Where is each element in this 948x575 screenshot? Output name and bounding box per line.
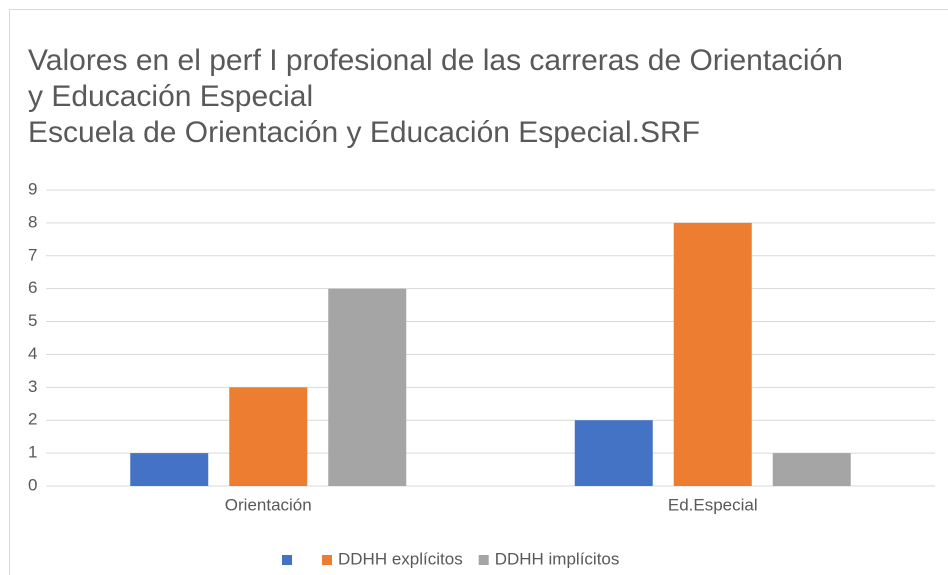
bar [772, 453, 851, 486]
y-tick-label: 2 [28, 410, 37, 429]
bar [574, 420, 653, 486]
y-tick-label: 5 [28, 311, 37, 330]
y-tick-label: 1 [28, 443, 37, 462]
legend-label: DDHH explícitos [338, 549, 463, 568]
y-tick-label: 0 [28, 475, 37, 494]
bar [229, 387, 308, 486]
bar [673, 222, 752, 486]
legend-swatch [322, 555, 332, 565]
y-tick-label: 3 [28, 377, 37, 396]
chart-title: Valores en el perf I profesional de las … [28, 44, 843, 77]
bar [328, 288, 407, 486]
legend-label: DDHH implícitos [495, 549, 620, 568]
y-tick-label: 9 [28, 179, 37, 198]
legend-swatch [282, 555, 292, 565]
y-tick-label: 8 [28, 212, 37, 231]
x-tick-label: Ed.Especial [668, 495, 758, 514]
x-tick-label: Orientación [225, 495, 312, 514]
y-tick-label: 7 [28, 245, 37, 264]
chart-title: y Educación Especial [28, 80, 313, 113]
bar [130, 453, 209, 486]
y-tick-label: 4 [28, 344, 37, 363]
legend-swatch [478, 555, 489, 565]
chart-subtitle: Escuela de Orientación y Educación Espec… [28, 116, 700, 149]
y-tick-label: 6 [28, 278, 37, 297]
